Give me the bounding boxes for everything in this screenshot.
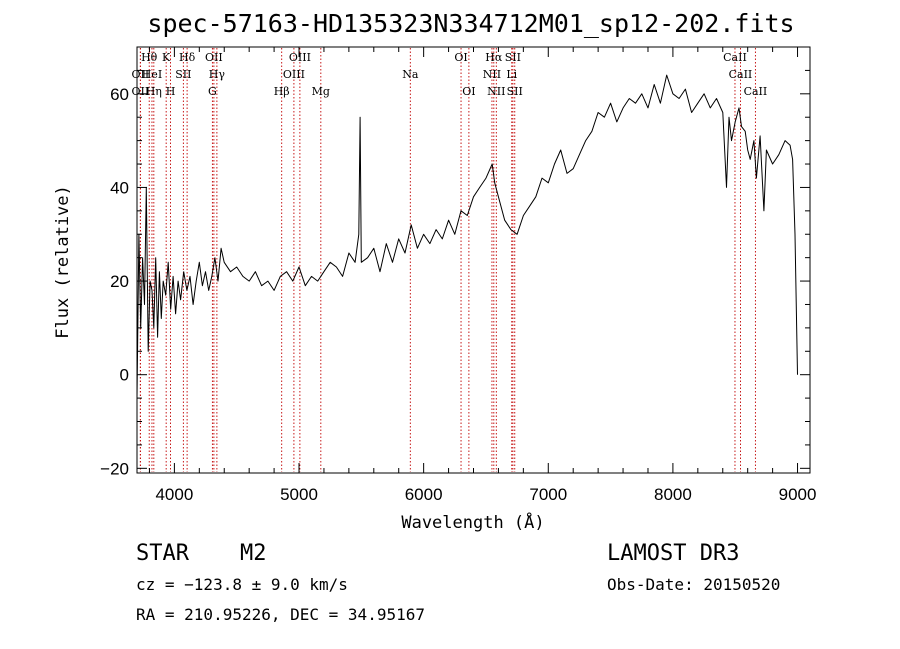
y-tick-label: 20 [110, 272, 129, 291]
spectral-line-label: OII [205, 51, 223, 64]
spectral-line-label: SII [505, 51, 521, 64]
spectral-line-label: Na [402, 68, 419, 81]
spectral-line-label: K [162, 51, 171, 64]
spectral-line-label: OII [132, 85, 150, 98]
survey-name: LAMOST DR3 [607, 541, 739, 566]
object-subclass: M2 [240, 541, 267, 566]
redshift-velocity: cz = −123.8 ± 9.0 km/s [136, 575, 348, 594]
object-class: STAR [136, 541, 190, 566]
x-axis-ticks: 4000 5000 6000 7000 8000 9000 [148, 47, 817, 504]
observation-date: Obs-Date: 20150520 [607, 575, 780, 594]
spectral-line-label: OI [462, 85, 475, 98]
x-axis-label: Wavelength (Å) [401, 511, 544, 533]
spectral-line-labels: OII OII Hθ HeI Hη K H SII Hδ OII Hγ G Hβ OIII OIII Mg Na… [132, 51, 768, 98]
y-tick-label: 40 [110, 178, 129, 197]
x-tick-label: 8000 [654, 485, 692, 504]
x-tick-label: 9000 [779, 485, 817, 504]
spectral-line-label: OIII [283, 68, 305, 81]
spectral-line-label: OII [132, 68, 150, 81]
y-tick-label: 60 [110, 85, 129, 104]
y-tick-label: 0 [120, 366, 129, 385]
spectral-line-label: Hβ [274, 85, 290, 98]
spectral-line-label: SII [175, 68, 191, 81]
spectral-line-label: CaII [729, 68, 753, 81]
y-tick-label: −20 [100, 459, 129, 478]
spectral-line-markers [139, 48, 756, 472]
x-tick-label: 4000 [155, 485, 193, 504]
x-tick-label: 7000 [529, 485, 567, 504]
spectrum-line [136, 74, 798, 399]
spectral-line-label: G [208, 85, 217, 98]
spectral-line-label: NII [487, 85, 505, 98]
spectral-line-label: CaII [723, 51, 747, 64]
spectral-line-label: Hα [485, 51, 503, 64]
spectral-line-label: Li [506, 68, 517, 81]
spectrum-series [136, 74, 798, 399]
spectral-line-label: OIII [289, 51, 311, 64]
spectral-line-label: H [166, 85, 176, 98]
coordinates: RA = 210.95226, DEC = 34.95167 [136, 605, 425, 624]
spectral-line-label: SII [507, 85, 523, 98]
spectral-line-label: Hθ [141, 51, 158, 64]
spectral-line-label: Hδ [179, 51, 196, 64]
spectral-line-label: Mg [312, 85, 330, 98]
spectral-line-label: Hγ [209, 68, 226, 81]
spectral-line-label: NII [483, 68, 501, 81]
y-axis-label: Flux (relative) [53, 185, 73, 339]
x-tick-label: 5000 [280, 485, 318, 504]
plot-frame [136, 46, 811, 474]
chart-title: spec-57163-HD135323N334712M01_sp12-202.f… [147, 9, 794, 38]
spectral-line-label: HeI [142, 68, 162, 81]
y-axis-ticks: −20 0 20 40 60 [100, 46, 810, 478]
x-tick-label: 6000 [405, 485, 443, 504]
spectral-line-label: OI [454, 51, 467, 64]
spectral-line-label: Hη [146, 85, 162, 98]
spectral-line-label: CaII [744, 85, 768, 98]
